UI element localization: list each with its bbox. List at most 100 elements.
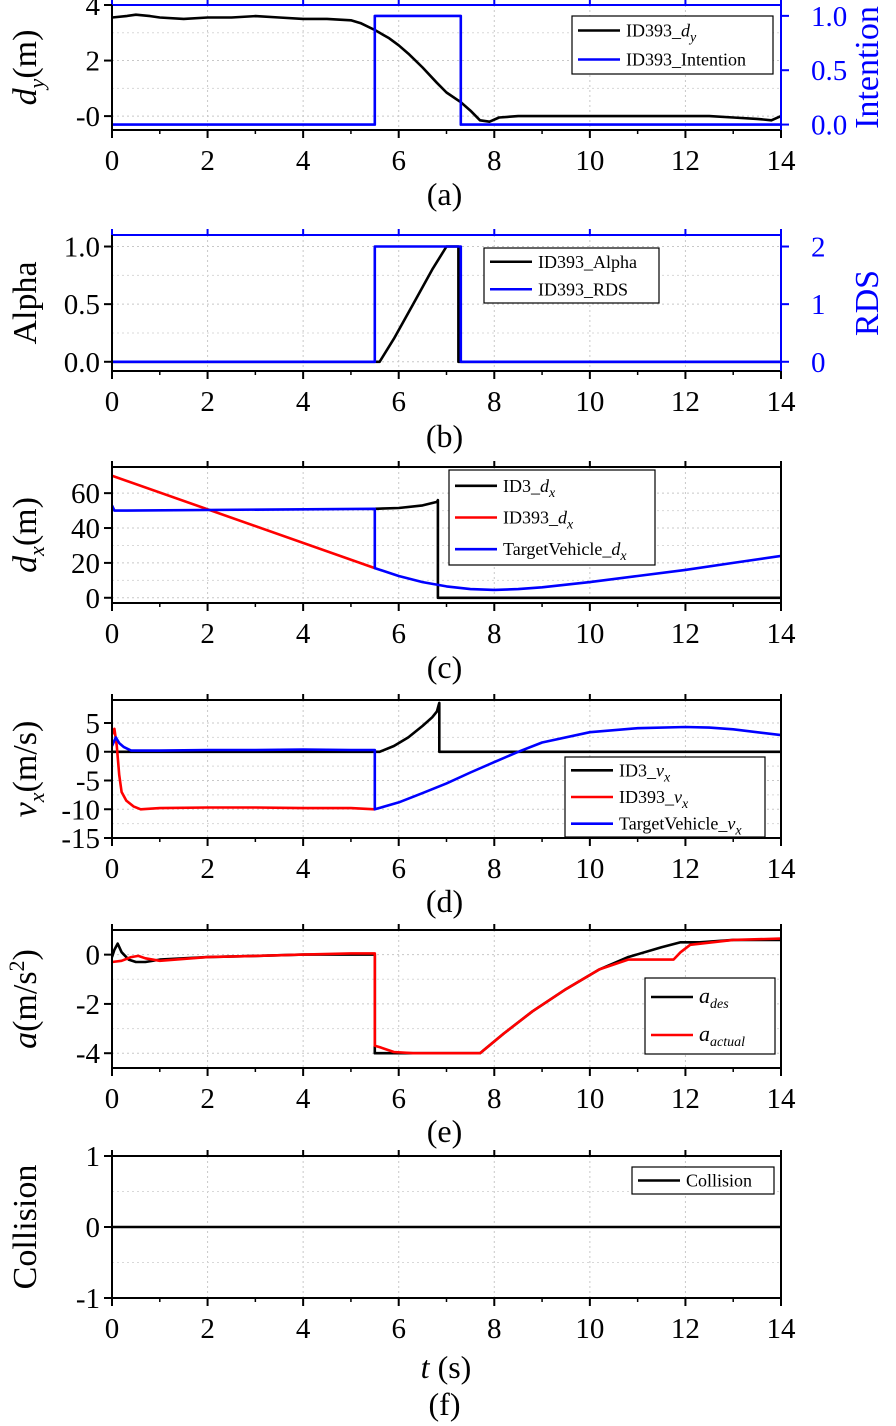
x-tick-label: 2	[200, 386, 215, 418]
y2-axis-label: Intention	[849, 6, 886, 129]
x-tick-label: 8	[487, 853, 502, 885]
series-line-ID393_d_x	[112, 474, 376, 570]
x-tick-label: 0	[105, 1313, 120, 1345]
panel-caption: (e)	[427, 1113, 463, 1149]
x-tick-label: 4	[296, 386, 311, 418]
series-line-ID393_v_x	[112, 727, 375, 811]
x-axis-label: t (s)	[421, 1349, 472, 1385]
y-axis-label: Collision	[7, 1165, 44, 1290]
x-tick-label: 8	[487, 145, 502, 177]
x-tick-label: 14	[767, 145, 797, 177]
y-tick-label: -4	[76, 1038, 101, 1070]
y2-tick-label: 1	[811, 289, 826, 321]
x-tick-label: 4	[296, 145, 311, 177]
x-tick-label: 14	[767, 1083, 797, 1115]
x-tick-label: 2	[200, 1083, 215, 1115]
series-line-ID393_RDS	[112, 245, 781, 364]
legend-box	[571, 15, 774, 75]
legend-label-1: ID393_RDS	[538, 279, 628, 299]
x-tick-label: 6	[391, 145, 406, 177]
y2-axis-label: RDS	[849, 270, 886, 336]
x-tick-label: 12	[671, 853, 700, 885]
x-tick-label: 10	[575, 853, 604, 885]
y-tick-label: 0	[86, 940, 101, 972]
x-tick-label: 8	[487, 1313, 502, 1345]
series-group	[112, 245, 781, 364]
x-tick-label: 10	[575, 386, 604, 418]
x-tick-label: 14	[767, 1313, 797, 1345]
x-tick-label: 8	[487, 386, 502, 418]
x-tick-label: 6	[391, 618, 406, 650]
x-tick-label: 0	[105, 145, 120, 177]
x-tick-label: 8	[487, 618, 502, 650]
y-tick-label: -1	[76, 1283, 100, 1315]
x-tick-label: 2	[200, 618, 215, 650]
y-tick-label: 5	[86, 708, 101, 740]
y2-tick-label: 0	[811, 347, 826, 379]
y-tick-label: 1	[86, 1141, 101, 1173]
x-tick-label: 4	[296, 853, 311, 885]
x-tick-label: 12	[671, 386, 700, 418]
y-tick-label: 40	[71, 513, 100, 545]
series-group	[112, 13, 781, 126]
x-tick-label: 6	[391, 1313, 406, 1345]
x-tick-label: 2	[200, 1313, 215, 1345]
x-tick-label: 10	[575, 1083, 604, 1115]
chart-panel-c: 0 2 4 6 8 10 12 140204060dx(m)ID3_dxID393_dxTar…	[7, 461, 796, 685]
panel-caption: (b)	[426, 418, 463, 454]
series-line-ID3_v_x	[112, 701, 781, 754]
x-tick-label: 8	[487, 1083, 502, 1115]
y-tick-label: -5	[76, 766, 100, 798]
legend-box	[483, 247, 660, 304]
y2-tick-label: 2	[811, 232, 826, 264]
y-tick-label: 20	[71, 548, 100, 580]
x-tick-label: 12	[671, 618, 700, 650]
x-tick-label: 12	[671, 145, 700, 177]
y-axis-label: dx(m)	[7, 497, 49, 573]
legend-label-1: aactual	[699, 1021, 745, 1050]
legend-label-1: ID393_Intention	[626, 50, 746, 70]
panel-caption: (c)	[427, 649, 463, 685]
series-group	[112, 701, 781, 811]
y-axis-label: a(m/s2)	[4, 949, 44, 1049]
y-tick-label: 60	[71, 478, 100, 510]
chart-panel-a: 0 2 4 6 8 10 12 14 -0 2 4 0.0 0.5 1.0 Intention dy(m) ID…	[7, 0, 886, 212]
legend-label-0: ID3_vx	[619, 760, 671, 785]
y-tick-label: -0	[76, 101, 100, 133]
y2-tick-label: 0.5	[811, 55, 847, 87]
x-tick-label: 10	[575, 145, 604, 177]
y-tick-label: -10	[61, 794, 100, 826]
legend-label-0: ades	[699, 983, 729, 1012]
x-tick-label: 6	[391, 1083, 406, 1115]
y-tick-label: -2	[76, 989, 100, 1021]
series-line-TargetVehicle_d_x	[112, 504, 781, 592]
legend-box	[644, 977, 776, 1055]
y-tick-label: 0.5	[64, 289, 100, 321]
panel-caption: (a)	[427, 176, 463, 212]
y-axis-label: vx(m/s)	[7, 721, 49, 818]
x-tick-label: 2	[200, 145, 215, 177]
series-line-a_actual	[112, 937, 781, 1055]
y-axis-label: dy(m)	[7, 30, 49, 106]
y-tick-label: 1.0	[64, 232, 100, 264]
x-tick-label: 4	[296, 1313, 311, 1345]
series-line-ID393_Intention	[112, 14, 781, 126]
y-tick-label: 0	[86, 737, 101, 769]
x-tick-label: 0	[105, 386, 120, 418]
x-tick-label: 2	[200, 853, 215, 885]
x-tick-label: 14	[767, 618, 797, 650]
x-tick-label: 12	[671, 1313, 700, 1345]
x-tick-label: 10	[575, 618, 604, 650]
x-tick-label: 14	[767, 386, 797, 418]
y-tick-label: 4	[86, 0, 101, 22]
legend-label-0: ID3_dx	[503, 476, 556, 501]
panel-caption: (f)	[429, 1386, 461, 1422]
x-tick-label: 10	[575, 1313, 604, 1345]
x-tick-label: 0	[105, 618, 120, 650]
series-line-ID393_Alpha	[112, 245, 781, 364]
y2-tick-label: 0.0	[811, 110, 847, 142]
